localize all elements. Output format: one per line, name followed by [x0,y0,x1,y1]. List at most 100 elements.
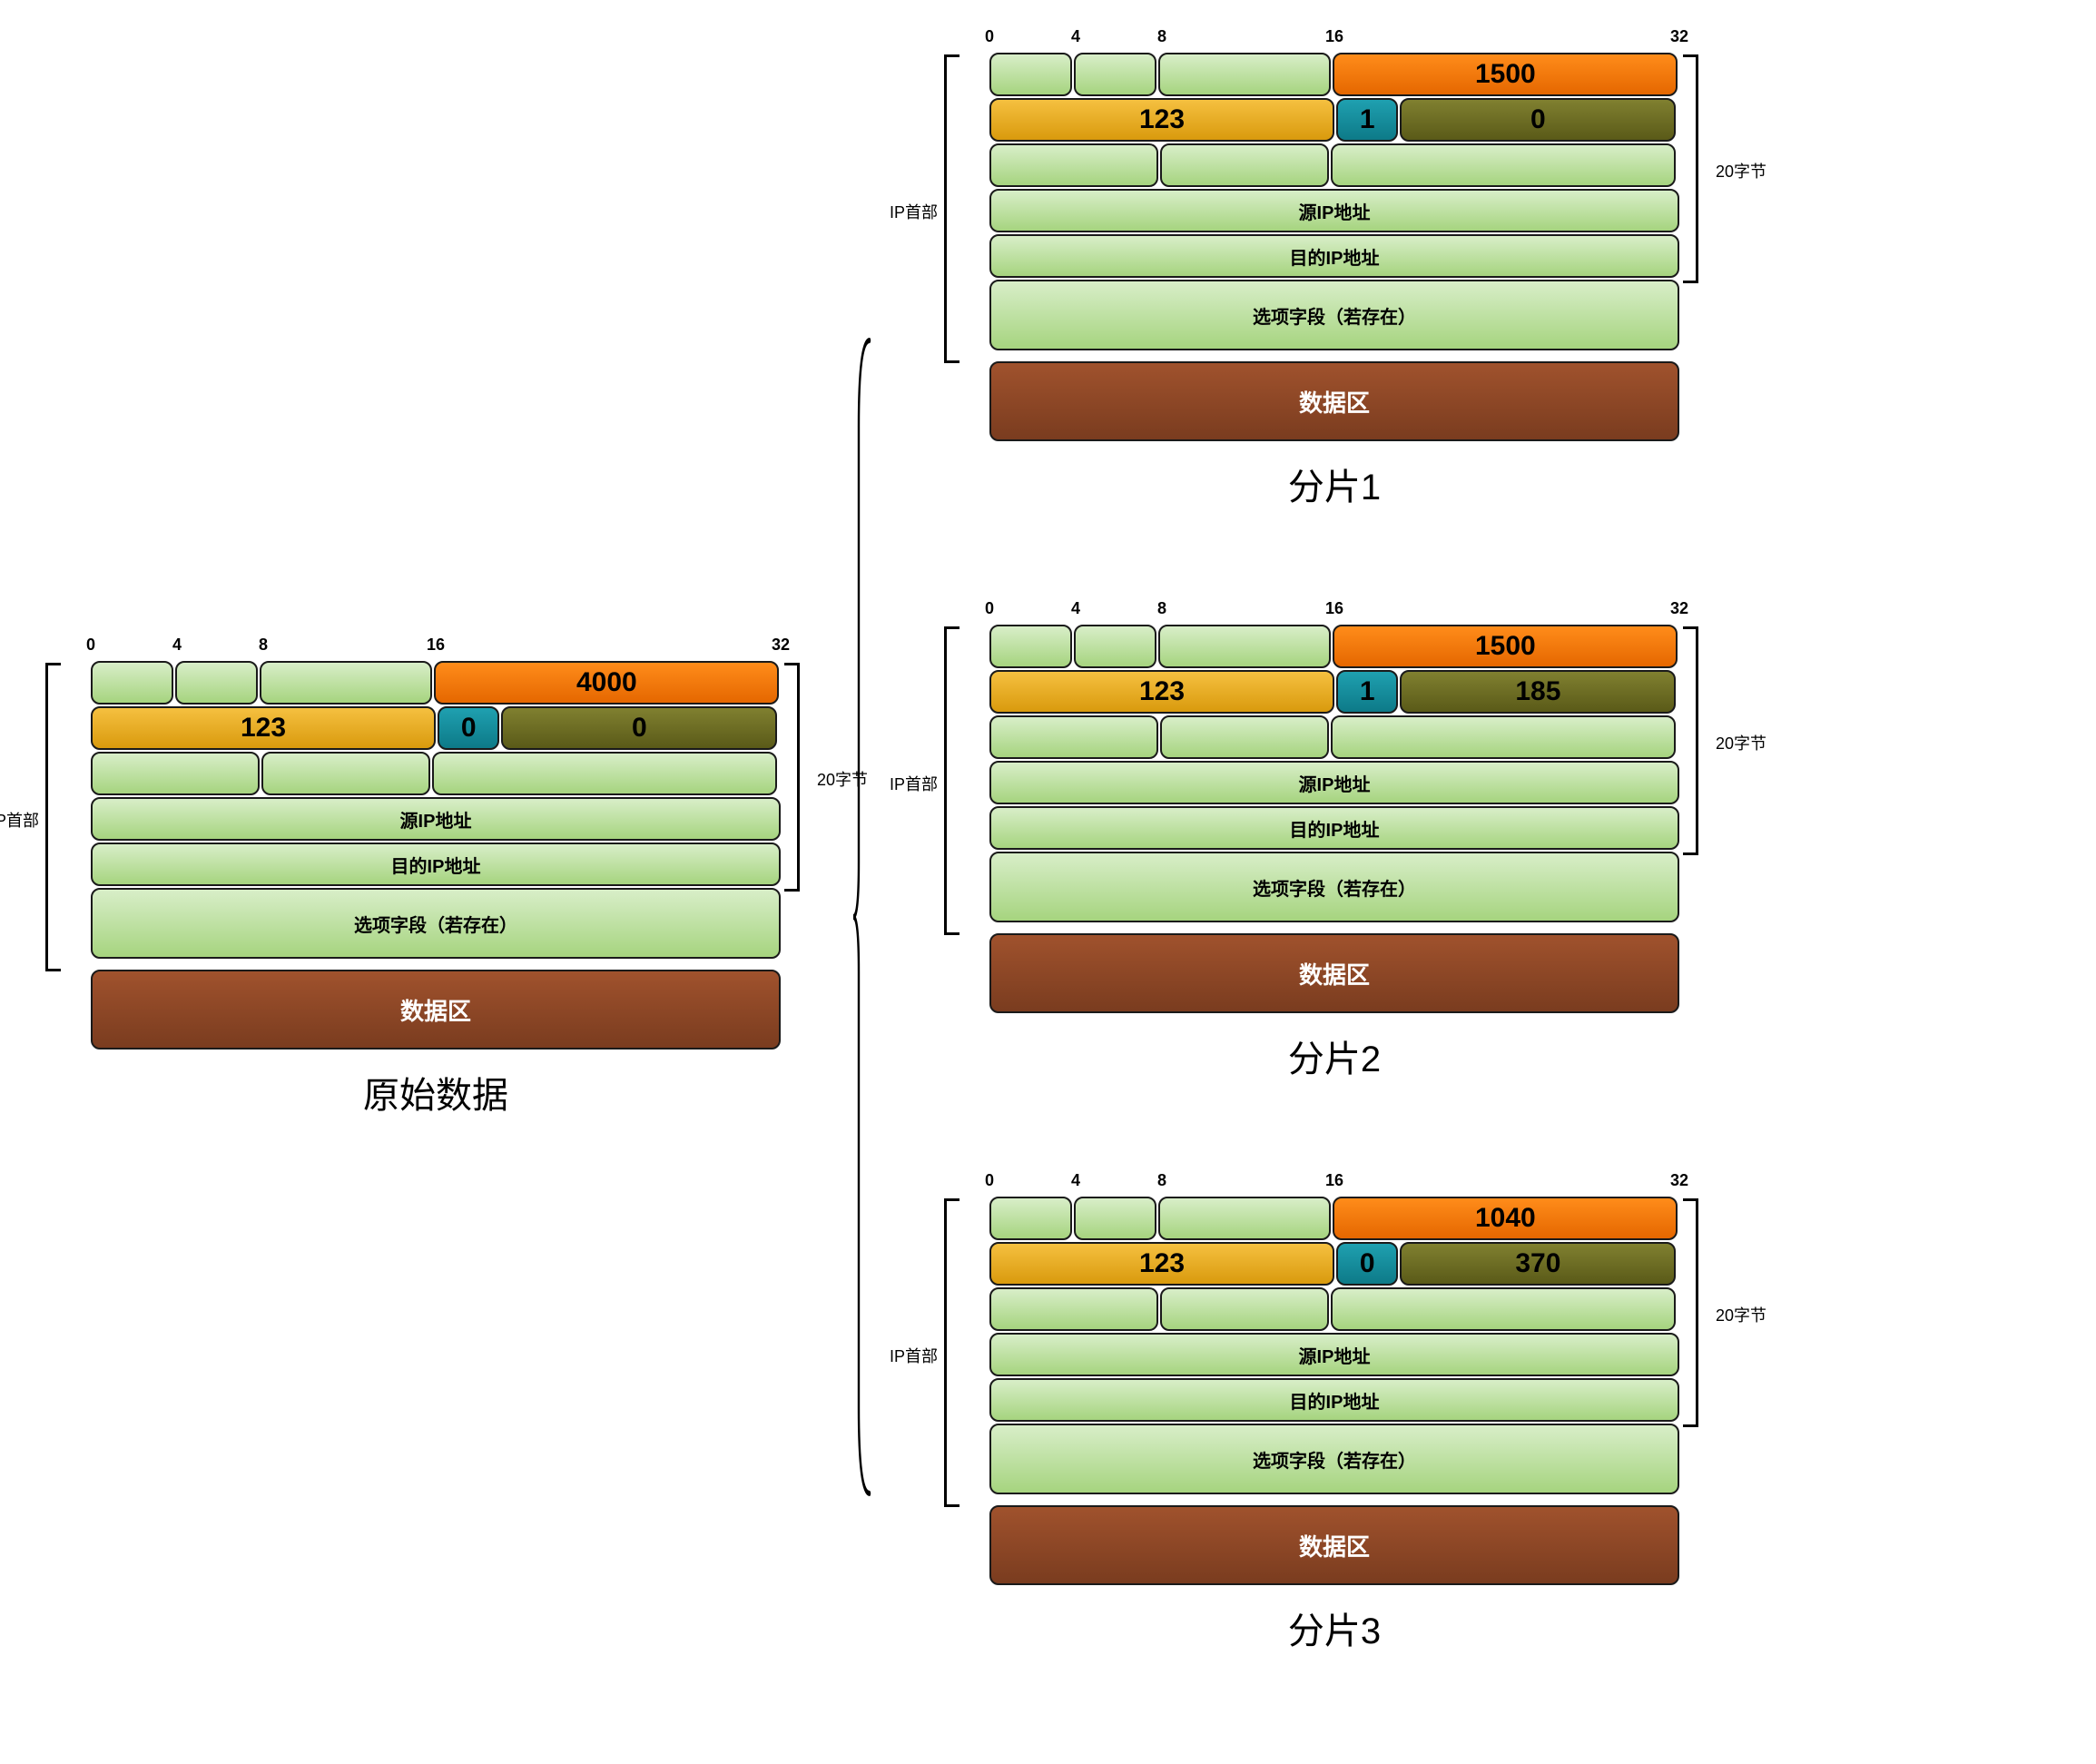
identification-field: 123 [989,1242,1334,1286]
dest-ip-row: 目的IP地址 [91,843,781,886]
twenty-bytes-bracket [1696,626,1698,855]
tos-field [1158,1197,1331,1240]
source-ip-row: 源IP地址 [989,1333,1679,1376]
header-row-2: 1230370 [989,1242,1679,1286]
header-row-2: 1231185 [989,670,1679,714]
options-row: 选项字段（若存在） [989,1424,1679,1494]
data-row: 数据区 [989,924,1679,1013]
ruler-tick: 0 [86,636,95,655]
packet-body: 0481632400012300源IP地址目的IP地址选项字段（若存在）数据区原… [91,636,781,1119]
fragmentation-brace [851,336,873,1498]
ruler-tick: 0 [985,599,994,618]
header-row-3 [989,715,1679,759]
ruler-tick: 16 [1325,27,1343,46]
source-ip-field: 源IP地址 [989,761,1679,804]
ip-header-label: IP首部 [0,808,39,832]
ruler-tick: 8 [1157,1171,1166,1190]
mf-flag-field: 0 [1336,1242,1398,1286]
ip-header-bracket [944,626,947,935]
ip-header-label: IP首部 [890,200,938,223]
packet-body: 048163210401230370源IP地址目的IP地址选项字段（若存在）数据… [989,1171,1679,1654]
protocol-field [261,752,430,795]
ttl-field [989,1287,1158,1331]
ruler-tick: 4 [1071,1171,1080,1190]
options-field: 选项字段（若存在） [989,1424,1679,1494]
ruler-tick: 32 [1670,27,1688,46]
tos-field [1158,53,1331,96]
packet-body: 048163215001231185 源IP地址目的IP地址选项字段（若存在） 数据… [989,599,1679,1082]
protocol-field [1160,715,1329,759]
options-row: 选项字段（若存在） [91,888,781,959]
ruler-tick: 0 [985,27,994,46]
data-row: 数据区 [989,1496,1679,1585]
data-field: 数据区 [989,933,1679,1013]
bit-ruler: 0481632 [989,1171,1679,1197]
header-row-1: 1500 [989,625,1679,668]
twenty-bytes-bracket [1696,54,1698,283]
fragment-offset-field: 0 [1400,98,1676,142]
header-row-1: 4000 [91,661,781,705]
fragment-offset-field: 185 [1400,670,1676,714]
tos-field [260,661,432,705]
header-row-2: 12300 [91,706,781,750]
data-field: 数据区 [989,361,1679,441]
bit-ruler: 0481632 [91,636,781,661]
ip-header-bracket [944,54,947,363]
twenty-bytes-label: 20字节 [1716,159,1766,182]
packet-caption: 分片1 [989,458,1679,510]
packet-body: 0481632150012310源IP地址目的IP地址选项字段（若存在）数据区分… [989,27,1679,510]
dest-ip-row: 目的IP地址 [989,234,1679,278]
ihl-field [175,661,258,705]
protocol-field [1160,1287,1329,1331]
packet-frag2: 048163215001231185 源IP地址目的IP地址选项字段（若存在） 数据… [989,599,1679,1082]
data-row: 数据区 [91,961,781,1050]
bit-ruler: 0481632 [989,599,1679,625]
packet-caption: 分片2 [989,1030,1679,1082]
packet-caption: 分片3 [989,1601,1679,1654]
identification-field: 123 [989,670,1334,714]
options-field: 选项字段（若存在） [91,888,781,959]
ruler-tick: 32 [772,636,790,655]
ruler-tick: 32 [1670,599,1688,618]
ruler-tick: 8 [1157,27,1166,46]
ruler-tick: 16 [1325,599,1343,618]
twenty-bytes-label: 20字节 [1716,731,1766,754]
checksum-field [1331,143,1676,187]
brace-icon [851,336,873,1498]
header-row-3 [989,1287,1679,1331]
packet-caption: 原始数据 [91,1066,781,1119]
header-row-1: 1040 [989,1197,1679,1240]
ruler-tick: 4 [172,636,182,655]
total-length-field: 1500 [1333,53,1678,96]
header-row-1: 1500 [989,53,1679,96]
mf-flag-field: 1 [1336,670,1398,714]
dest-ip-row: 目的IP地址 [989,806,1679,850]
options-field: 选项字段（若存在） [989,852,1679,922]
twenty-bytes-bracket [797,663,800,892]
total-length-field: 1500 [1333,625,1678,668]
source-ip-field: 源IP地址 [989,1333,1679,1376]
ttl-field [989,715,1158,759]
checksum-field [432,752,777,795]
ttl-field [91,752,260,795]
dest-ip-field: 目的IP地址 [91,843,781,886]
ttl-field [989,143,1158,187]
source-ip-row: 源IP地址 [989,761,1679,804]
source-ip-row: 源IP地址 [989,189,1679,232]
dest-ip-field: 目的IP地址 [989,234,1679,278]
mf-flag-field: 1 [1336,98,1398,142]
ruler-tick: 16 [427,636,445,655]
ihl-field [1074,53,1156,96]
dest-ip-field: 目的IP地址 [989,806,1679,850]
ihl-field [1074,625,1156,668]
source-ip-field: 源IP地址 [989,189,1679,232]
version-field [989,53,1072,96]
bit-ruler: 0481632 [989,27,1679,53]
dest-ip-field: 目的IP地址 [989,1378,1679,1422]
twenty-bytes-bracket [1696,1198,1698,1427]
version-field [989,625,1072,668]
fragment-offset-field: 0 [501,706,777,750]
tos-field [1158,625,1331,668]
options-row: 选项字段（若存在） [989,280,1679,350]
ruler-tick: 4 [1071,27,1080,46]
